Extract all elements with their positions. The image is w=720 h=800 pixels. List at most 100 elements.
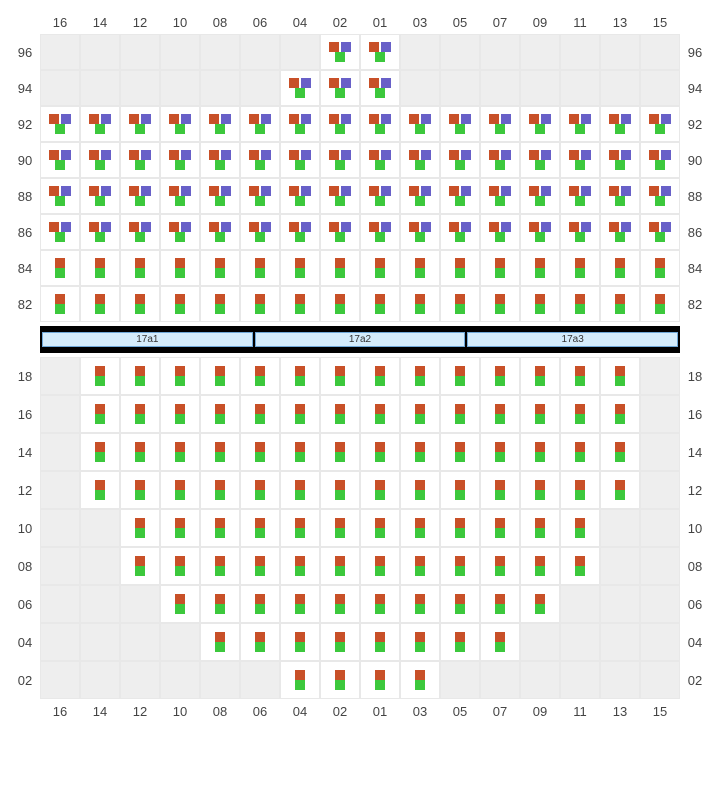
marker-row-bottom — [175, 376, 185, 386]
marker-row-top — [215, 556, 225, 566]
marker-row-bottom — [135, 414, 145, 424]
seat-cell — [80, 142, 120, 178]
green-marker — [295, 160, 305, 170]
seat-cell — [160, 585, 200, 623]
green-marker — [495, 528, 505, 538]
green-marker — [535, 452, 545, 462]
orange-marker — [209, 186, 219, 196]
green-marker — [175, 304, 185, 314]
seat-cell — [560, 106, 600, 142]
marker-row-bottom — [295, 528, 305, 538]
green-marker — [335, 124, 345, 134]
orange-marker — [215, 556, 225, 566]
grid-row: 1818 — [10, 357, 710, 395]
marker-row-bottom — [375, 268, 385, 278]
marker-row-top — [215, 480, 225, 490]
orange-marker — [335, 518, 345, 528]
orange-marker — [335, 556, 345, 566]
purple-marker — [301, 222, 311, 232]
empty-cell — [80, 547, 120, 585]
green-marker — [215, 124, 225, 134]
orange-marker — [449, 222, 459, 232]
orange-marker — [569, 222, 579, 232]
green-marker — [415, 680, 425, 690]
green-marker — [95, 490, 105, 500]
orange-marker — [89, 114, 99, 124]
col-label: 09 — [520, 15, 560, 30]
orange-marker — [255, 404, 265, 414]
orange-marker — [575, 404, 585, 414]
seat-cell — [280, 547, 320, 585]
marker-row-bottom — [415, 680, 425, 690]
green-marker — [575, 196, 585, 206]
orange-marker — [95, 366, 105, 376]
empty-cell — [120, 585, 160, 623]
marker-row-top — [89, 150, 111, 160]
green-marker — [375, 268, 385, 278]
seat-cell — [400, 623, 440, 661]
seat-cell — [600, 214, 640, 250]
marker-row-bottom — [375, 528, 385, 538]
green-marker — [175, 160, 185, 170]
marker-row-bottom — [55, 160, 65, 170]
orange-marker — [575, 518, 585, 528]
row-cells — [40, 623, 680, 661]
purple-marker — [341, 114, 351, 124]
marker-row-bottom — [495, 490, 505, 500]
seat-cell — [640, 106, 680, 142]
orange-marker — [295, 294, 305, 304]
orange-marker — [415, 518, 425, 528]
purple-marker — [341, 150, 351, 160]
marker-row-bottom — [335, 604, 345, 614]
empty-cell — [200, 661, 240, 699]
col-label: 09 — [520, 704, 560, 719]
marker-row-top — [489, 114, 511, 124]
marker-row-bottom — [255, 160, 265, 170]
seat-cell — [440, 509, 480, 547]
orange-marker — [495, 258, 505, 268]
col-label: 03 — [400, 704, 440, 719]
bottom-section: 181816161414121210100808060604040202 — [10, 357, 710, 699]
empty-cell — [560, 661, 600, 699]
seat-cell — [600, 178, 640, 214]
marker-row-top — [335, 594, 345, 604]
green-marker — [335, 376, 345, 386]
marker-row-bottom — [215, 604, 225, 614]
marker-row-bottom — [55, 304, 65, 314]
green-marker — [255, 566, 265, 576]
marker-row-top — [209, 114, 231, 124]
green-marker — [375, 528, 385, 538]
empty-cell — [600, 623, 640, 661]
marker-row-top — [169, 150, 191, 160]
marker-row-bottom — [535, 490, 545, 500]
green-marker — [215, 528, 225, 538]
marker-row-bottom — [535, 452, 545, 462]
empty-cell — [280, 34, 320, 70]
orange-marker — [175, 556, 185, 566]
green-marker — [575, 304, 585, 314]
seat-cell — [320, 395, 360, 433]
marker-row-top — [529, 186, 551, 196]
green-marker — [415, 604, 425, 614]
seat-cell — [320, 250, 360, 286]
green-marker — [615, 376, 625, 386]
marker-row-bottom — [535, 414, 545, 424]
seat-cell — [400, 142, 440, 178]
marker-row-bottom — [455, 124, 465, 134]
green-marker — [495, 452, 505, 462]
marker-row-top — [215, 518, 225, 528]
green-marker — [255, 376, 265, 386]
row-cells — [40, 142, 680, 178]
marker-row-bottom — [295, 304, 305, 314]
orange-marker — [409, 222, 419, 232]
marker-row-top — [135, 480, 145, 490]
empty-cell — [40, 661, 80, 699]
purple-marker — [141, 222, 151, 232]
purple-marker — [661, 150, 671, 160]
seat-cell — [480, 623, 520, 661]
marker-row-bottom — [535, 160, 545, 170]
orange-marker — [175, 594, 185, 604]
marker-row-bottom — [415, 232, 425, 242]
seat-cell — [520, 286, 560, 322]
marker-row-top — [175, 556, 185, 566]
